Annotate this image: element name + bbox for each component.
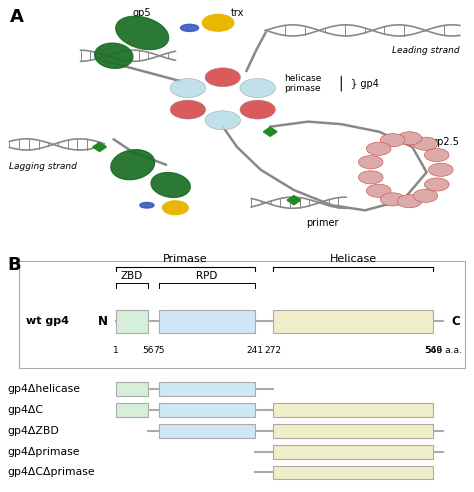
- Text: 241: 241: [246, 346, 264, 355]
- Bar: [116, 403, 148, 417]
- Circle shape: [413, 137, 438, 150]
- Circle shape: [380, 133, 405, 147]
- Text: primer: primer: [306, 218, 338, 228]
- Ellipse shape: [95, 43, 133, 68]
- Bar: [159, 382, 255, 397]
- Text: N: N: [98, 315, 108, 328]
- Text: gp4ΔC: gp4ΔC: [7, 405, 43, 415]
- Text: Leading strand: Leading strand: [392, 46, 460, 55]
- Text: trx: trx: [230, 7, 244, 18]
- Polygon shape: [287, 196, 301, 205]
- Bar: [159, 310, 255, 333]
- Ellipse shape: [140, 202, 154, 208]
- Text: 566 a.a.: 566 a.a.: [425, 346, 462, 355]
- Circle shape: [366, 184, 391, 197]
- Text: helicase
primase: helicase primase: [284, 74, 322, 93]
- Circle shape: [163, 201, 188, 215]
- Text: Primase: Primase: [163, 254, 208, 264]
- Text: A: A: [9, 7, 23, 26]
- Ellipse shape: [116, 16, 169, 50]
- Text: B: B: [7, 256, 21, 274]
- Text: 1: 1: [113, 346, 119, 355]
- Polygon shape: [264, 127, 277, 136]
- Bar: [159, 424, 255, 438]
- Bar: [159, 403, 255, 417]
- Circle shape: [358, 171, 383, 184]
- Circle shape: [413, 189, 438, 202]
- Bar: [273, 445, 433, 459]
- Bar: [273, 424, 433, 438]
- Text: Lagging strand: Lagging strand: [9, 162, 77, 171]
- Text: gp5: gp5: [133, 7, 152, 18]
- Text: 272: 272: [264, 346, 282, 355]
- Text: Helicase: Helicase: [329, 254, 377, 264]
- Bar: [116, 382, 148, 397]
- Text: gp2.5: gp2.5: [432, 137, 460, 147]
- Circle shape: [397, 195, 422, 208]
- Circle shape: [358, 155, 383, 169]
- Text: ZBD: ZBD: [121, 271, 143, 281]
- Circle shape: [428, 163, 453, 176]
- Circle shape: [424, 178, 449, 191]
- Ellipse shape: [181, 24, 199, 31]
- Ellipse shape: [151, 173, 190, 197]
- Circle shape: [424, 149, 449, 162]
- Bar: [273, 403, 433, 417]
- Text: C: C: [452, 315, 460, 328]
- Polygon shape: [93, 142, 106, 152]
- Ellipse shape: [205, 111, 240, 130]
- Circle shape: [397, 132, 422, 145]
- Text: gp4Δprimase: gp4Δprimase: [7, 447, 80, 457]
- Ellipse shape: [240, 100, 275, 119]
- Text: gp4Δhelicase: gp4Δhelicase: [7, 384, 80, 395]
- Text: wt gp4: wt gp4: [26, 316, 69, 326]
- Circle shape: [366, 142, 391, 155]
- Ellipse shape: [205, 68, 240, 87]
- Text: RPD: RPD: [196, 271, 218, 281]
- Ellipse shape: [240, 79, 275, 97]
- Circle shape: [202, 14, 234, 31]
- Bar: [116, 310, 148, 333]
- Bar: [273, 310, 433, 333]
- Text: gp4ΔCΔprimase: gp4ΔCΔprimase: [7, 467, 95, 477]
- Ellipse shape: [111, 150, 155, 180]
- Text: 56: 56: [142, 346, 154, 355]
- Ellipse shape: [170, 79, 206, 97]
- Bar: [19, 261, 465, 368]
- Circle shape: [380, 193, 405, 206]
- Bar: [273, 465, 433, 479]
- Text: 75: 75: [153, 346, 165, 355]
- Text: gp4ΔZBD: gp4ΔZBD: [7, 426, 59, 436]
- Text: 549: 549: [425, 346, 442, 355]
- Ellipse shape: [170, 100, 206, 119]
- Text: } gp4: } gp4: [351, 79, 379, 89]
